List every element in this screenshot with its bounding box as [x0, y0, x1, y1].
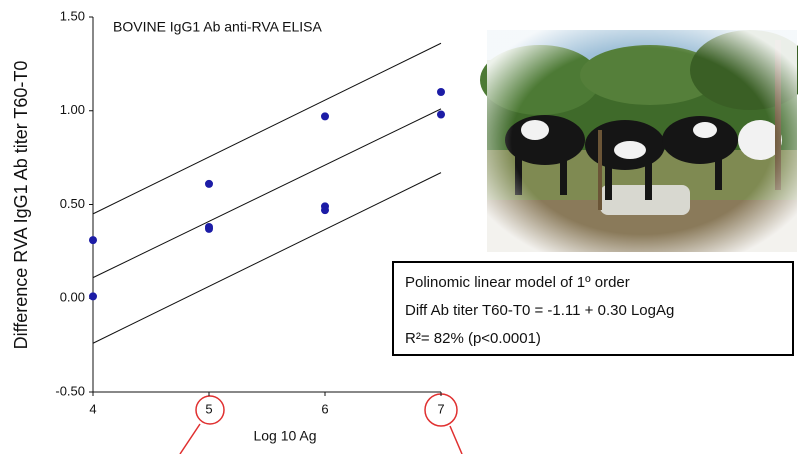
annotation: Polinomic linear model of 1º order [405, 274, 630, 291]
point [89, 292, 97, 301]
y-tick-label: 0.50 [60, 196, 85, 211]
point [321, 206, 329, 215]
x-tick-label: 4 [89, 401, 96, 416]
y-tick-label: -0.50 [55, 383, 85, 398]
point [205, 179, 213, 188]
chart-title: BOVINE IgG1 Ab anti-RVA ELISA [113, 19, 322, 35]
point [205, 224, 213, 233]
point [437, 88, 445, 96]
x-tick-label: 7 [437, 401, 444, 416]
y-axis-label: Difference RVA IgG1 Ab titer T60-T0 [11, 61, 31, 350]
annotation: Diff Ab titer T60-T0 = -1.11 + 0.30 LogA… [405, 302, 674, 319]
y-tick-label: 1.00 [60, 102, 85, 117]
photo [480, 30, 798, 252]
fit-line [92, 42, 442, 215]
point [437, 110, 445, 119]
y-tick-label: 1.50 [60, 8, 85, 23]
x-tick-label: 5 [205, 401, 212, 416]
equation-box: Polinomic linear model of 1º order Diff … [392, 261, 794, 356]
fit-line [92, 108, 442, 279]
annotation: R²= 82% (p<0.0001) [405, 330, 541, 347]
point [89, 236, 97, 245]
fit-line [92, 172, 442, 344]
point [321, 112, 329, 121]
x-tick-label: 6 [321, 401, 328, 416]
y-tick-label: 0.00 [60, 290, 85, 305]
x-axis-label: Log 10 Ag [253, 428, 316, 444]
